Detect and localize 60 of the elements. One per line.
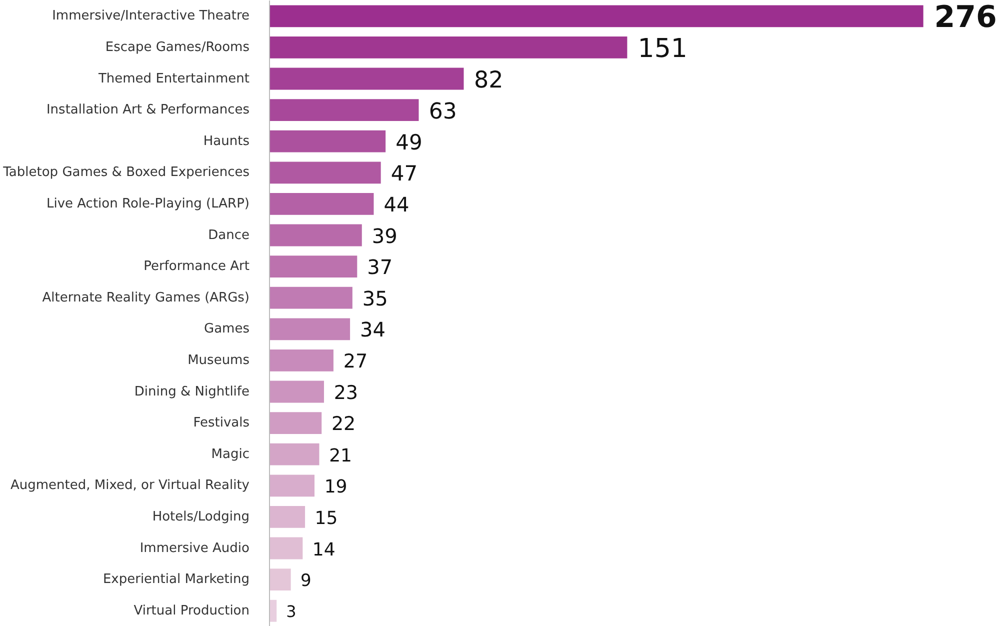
bar	[270, 349, 334, 372]
bar	[270, 412, 322, 434]
y-tick-label: Experiential Marketing	[102, 572, 250, 588]
data-label: 82	[474, 67, 504, 94]
data-label: 21	[329, 445, 352, 466]
bar	[270, 68, 464, 90]
data-label: 34	[360, 318, 386, 342]
y-tick-label: Performance Art	[144, 259, 250, 274]
y-tick-label: Installation Art & Performances	[46, 102, 250, 118]
bar	[270, 5, 924, 28]
y-tick-label: Festivals	[193, 416, 250, 431]
bar	[270, 318, 350, 340]
y-tick-label: Escape Games/Rooms	[105, 40, 250, 55]
y-tick-label: Virtual Production	[134, 603, 250, 618]
data-label: 3	[286, 602, 296, 621]
y-tick-label: Tabletop Games & Boxed Experiences	[2, 165, 250, 180]
bar	[270, 600, 277, 622]
data-label: 49	[396, 130, 422, 154]
y-tick-label: Haunts	[203, 134, 250, 149]
bar	[270, 162, 381, 184]
data-label: 47	[390, 162, 418, 186]
y-tick-label: Games	[204, 322, 250, 337]
y-tick-label: Hotels/Lodging	[152, 509, 250, 524]
bar	[270, 286, 352, 309]
y-tick-label: Immersive Audio	[140, 540, 250, 556]
data-label: 27	[343, 350, 368, 372]
data-label: 276	[934, 0, 997, 36]
bar	[270, 130, 386, 152]
data-label: 23	[334, 382, 358, 404]
y-tick-label: Themed Entertainment	[97, 71, 250, 86]
data-label: 15	[314, 508, 338, 529]
bar	[270, 474, 315, 497]
data-label: 37	[367, 255, 393, 280]
data-label: 22	[331, 413, 356, 436]
y-tick-label: Augmented, Mixed, or Virtual Reality	[10, 478, 250, 494]
bar	[270, 256, 358, 278]
bar	[270, 99, 419, 122]
y-tick-label: Dance	[208, 228, 250, 243]
bar	[270, 380, 324, 403]
y-tick-label: Immersive/Interactive Theatre	[52, 8, 250, 24]
data-label: 9	[300, 571, 312, 592]
data-label: 44	[384, 192, 410, 216]
data-label: 35	[362, 286, 388, 310]
data-label: 19	[324, 476, 348, 498]
data-label: 151	[638, 34, 688, 64]
data-label: 14	[312, 539, 336, 560]
y-tick-label: Dining & Nightlife	[134, 384, 250, 400]
y-tick-label: Museums	[188, 352, 250, 368]
y-tick-label: Alternate Reality Games (ARGs)	[42, 290, 250, 306]
bar	[270, 192, 374, 215]
y-tick-label: Magic	[211, 446, 250, 462]
bar	[270, 224, 362, 246]
bar	[270, 36, 628, 58]
y-tick-label: Live Action Role-Playing (LARP)	[46, 196, 250, 212]
data-label: 39	[372, 224, 398, 248]
bar	[270, 443, 320, 466]
bar	[270, 568, 291, 591]
bar	[270, 506, 306, 528]
bar	[270, 537, 303, 560]
data-label: 63	[428, 100, 457, 125]
